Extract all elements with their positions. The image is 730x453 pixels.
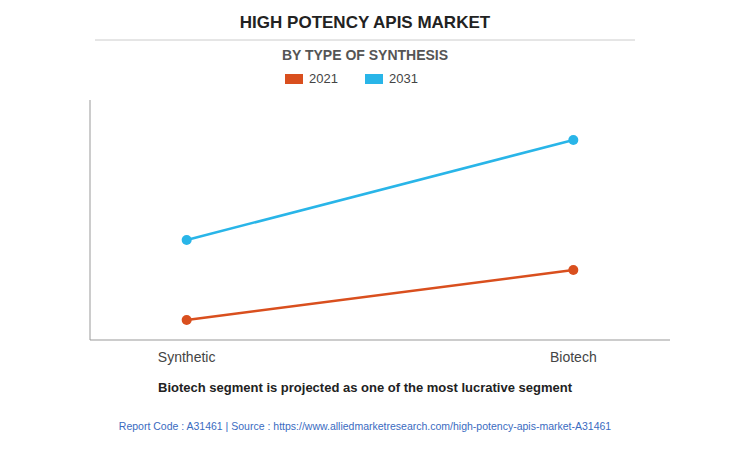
x-tick-label: Biotech	[550, 349, 597, 365]
x-tick-label: Synthetic	[158, 349, 216, 365]
legend-label: 2031	[389, 71, 418, 86]
source: Report Code : A31461 | Source : https://…	[119, 420, 612, 432]
chart-svg: HIGH POTENCY APIS MARKET BY TYPE OF SYNTH…	[0, 0, 730, 453]
legend: 2021 2031	[285, 71, 418, 86]
series-line	[187, 140, 574, 240]
series-marker	[182, 315, 192, 325]
background	[0, 0, 730, 453]
title-separator	[95, 40, 635, 41]
series-marker	[182, 235, 192, 245]
legend-label: 2021	[309, 71, 338, 86]
footnote: Biotech segment is projected as one of t…	[158, 380, 573, 395]
x-axis-line	[90, 340, 670, 341]
plot-marks	[182, 135, 579, 325]
series-marker	[568, 265, 578, 275]
series-line	[187, 270, 574, 320]
legend-swatch	[285, 74, 303, 84]
title: HIGH POTENCY APIS MARKET	[240, 13, 491, 32]
subtitle: BY TYPE OF SYNTHESIS	[282, 47, 448, 63]
series-marker	[568, 135, 578, 145]
y-axis-line	[90, 100, 91, 340]
legend-swatch	[365, 74, 383, 84]
chart-container: HIGH POTENCY APIS MARKET BY TYPE OF SYNTH…	[0, 0, 730, 453]
